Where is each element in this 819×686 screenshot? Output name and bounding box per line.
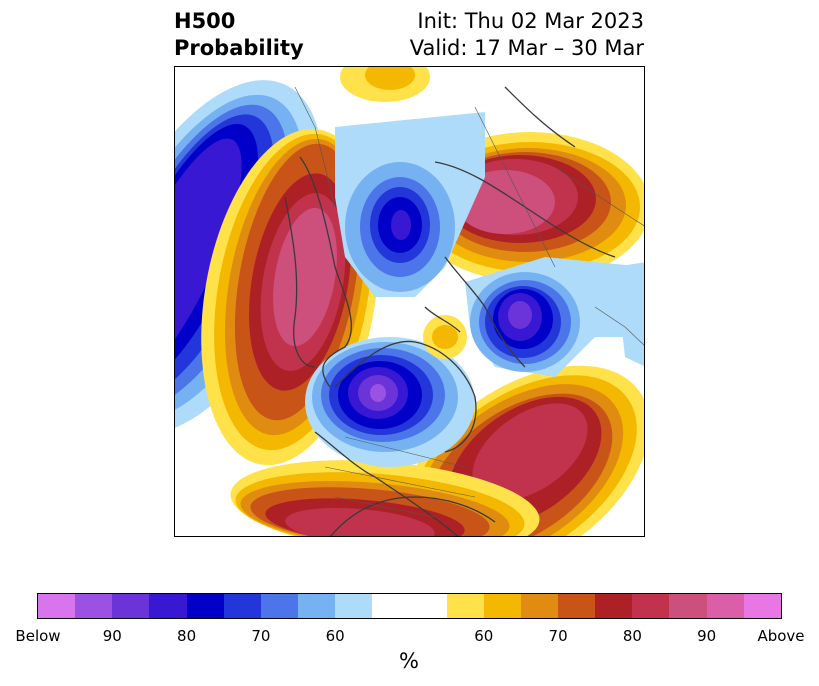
title-variable: H500	[174, 9, 236, 33]
colorbar-segment	[557, 594, 596, 618]
colorbar-segment	[743, 594, 781, 618]
colorbar-segment	[520, 594, 558, 618]
colorbar-segment	[186, 594, 224, 618]
colorbar-segment	[595, 594, 633, 618]
colorbar-segment	[297, 594, 336, 618]
colorbar-segment	[149, 594, 187, 618]
colorbar-segment	[112, 594, 150, 618]
below-anomaly-siberia	[335, 112, 485, 297]
below-anomaly-europe	[465, 257, 644, 377]
colorbar-tick-label: 70	[548, 627, 568, 645]
title-right: Init: Thu 02 Mar 2023 Valid: 17 Mar – 30…	[410, 8, 644, 62]
colorbar-segment	[706, 594, 744, 618]
colorbar	[37, 593, 782, 619]
above-anomaly-central-america	[230, 460, 540, 536]
map-globe	[175, 67, 644, 536]
title-left: H500 Probability	[174, 8, 304, 62]
colorbar-tick-label: 60	[325, 627, 345, 645]
colorbar-tick-label: 90	[102, 627, 122, 645]
colorbar-tick-label: 70	[251, 627, 271, 645]
below-anomaly-east-edge	[615, 262, 644, 367]
borders	[294, 86, 644, 518]
colorbar-unit-label: %	[399, 649, 419, 673]
colorbar-segment	[75, 594, 113, 618]
colorbar-tick-label: Below	[15, 627, 61, 645]
colorbar-tick-label: 80	[177, 627, 197, 645]
colorbar-segment	[223, 594, 261, 618]
colorbar-segment	[483, 594, 521, 618]
title-product: Probability	[174, 36, 304, 60]
colorbar-segment	[372, 594, 410, 618]
colorbar-tick-label: 60	[474, 627, 494, 645]
above-anomaly-north-africa	[410, 132, 644, 282]
colorbar-segment	[632, 594, 670, 618]
colorbar-segment	[38, 594, 76, 618]
map-panel	[174, 66, 645, 537]
colorbar-segment	[335, 594, 373, 618]
valid-range: Valid: 17 Mar – 30 Mar	[409, 36, 644, 60]
colorbar-tick-label: 90	[697, 627, 717, 645]
above-anomaly-arctic-top	[340, 67, 430, 102]
below-anomaly-arctic-canada	[305, 337, 475, 467]
colorbar-segment	[669, 594, 707, 618]
colorbar-segment	[260, 594, 298, 618]
colorbar-tick-label: Above	[757, 627, 805, 645]
init-date: Init: Thu 02 Mar 2023	[417, 9, 644, 33]
probability-map	[175, 67, 644, 536]
colorbar-tick-label: 80	[622, 627, 642, 645]
colorbar-segment	[409, 594, 447, 618]
colorbar-segment	[446, 594, 484, 618]
